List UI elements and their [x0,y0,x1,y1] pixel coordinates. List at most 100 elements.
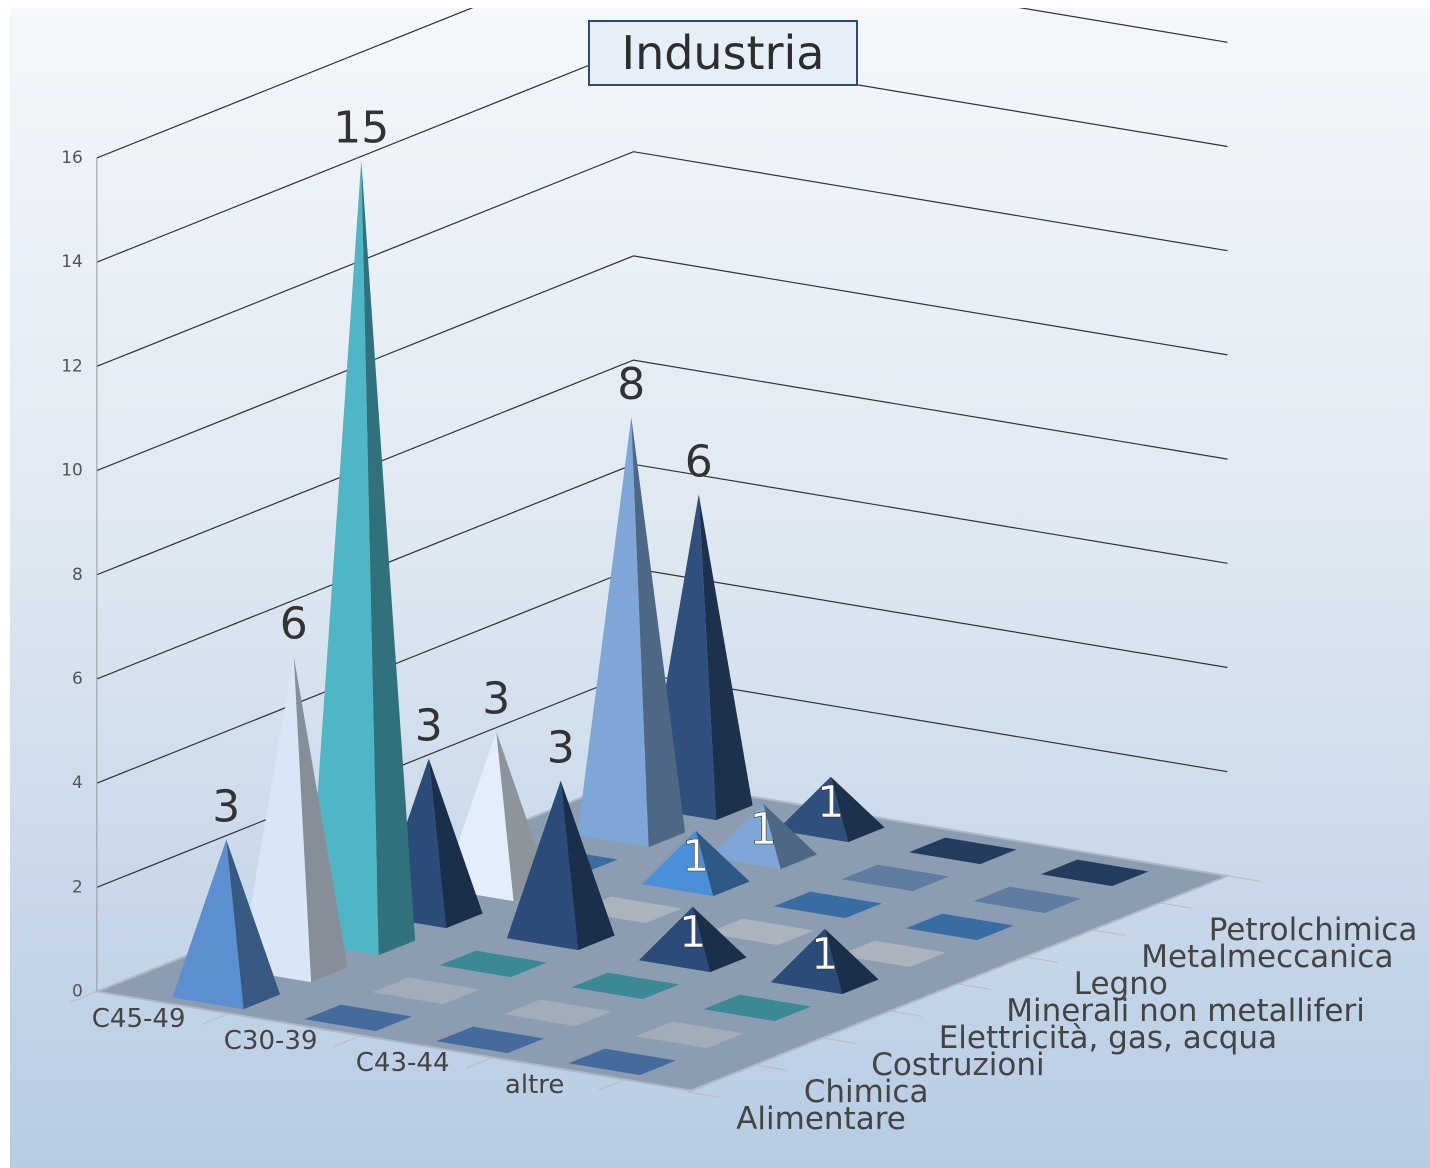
pyramid-front-face [776,776,849,843]
series-label-minerali-non-metalliferi: Minerali non metalliferi [1006,993,1365,1029]
ytick-8: 8 [72,565,83,585]
zero-tile-costruzioni-c43-44 [571,972,680,1000]
x-tick-mark [333,1035,362,1047]
bar-chimica-c45-49 [239,656,348,983]
z-tick-mark [687,1091,721,1098]
gridline-6 [96,463,1228,680]
gridline-8 [96,359,1228,576]
data-label-metalmeccanica-c30-39: 1 [749,804,777,855]
pyramid-side-face [824,928,879,995]
bar-elettricit-gas-acqua-altre [770,928,879,995]
xtick-c30-39: C30-39 [224,1026,318,1056]
axis-labels: 0246810121416C45-49C30-39C43-44altreAlim… [61,148,1417,1137]
pyramid-front-face [239,656,312,983]
bar-metalmeccanica-c45-49 [577,417,686,848]
ytick-4: 4 [72,773,83,793]
pyramid-front-face [770,928,843,995]
z-tick-mark [1092,929,1126,936]
zero-tile-metalmeccanica-altre [973,886,1082,914]
ytick-16: 16 [61,148,83,168]
bar-alimentare-c45-49 [172,839,281,1010]
pyramid-front-face [638,906,711,973]
z-tick-mark [1159,902,1194,909]
pyramid-side-face [830,776,885,843]
ytick-12: 12 [61,356,83,376]
data-label-elettricit-gas-acqua-c30-39: 3 [547,723,575,774]
x-tick-mark [69,991,98,1003]
pyramid-side-face [698,494,753,821]
bar-costruzioni-c45-49 [307,160,416,956]
bar-petrolchimica-c30-39 [776,776,885,843]
data-label-chimica-c45-49: 6 [280,598,308,649]
pyramid-front-face [577,417,649,848]
zero-tile-metalmeccanica-c43-44 [841,864,950,892]
zero-tile-chimica-altre [635,1021,744,1049]
data-label-elettricit-gas-acqua-c45-49: 3 [415,701,443,752]
data-label-elettricit-gas-acqua-c43-44: 1 [679,907,707,958]
data-label-petrolchimica-c45-49: 6 [685,436,713,487]
series-label-chimica: Chimica [804,1074,929,1110]
data-label-elettricit-gas-acqua-altre: 1 [811,929,839,980]
zero-tile-costruzioni-altre [703,994,812,1022]
data-label-minerali-non-metalliferi-c45-49: 3 [482,674,510,725]
zero-tile-chimica-c43-44 [503,999,612,1027]
data-label-legno-c30-39: 1 [682,831,710,882]
pyramid-side-face [293,656,348,983]
gridline-16 [96,8,1228,159]
bar-legno-c30-39 [641,830,750,897]
zero-tile-minerali-non-metalliferi-c43-44 [706,918,815,946]
zero-tile-alimentare-c30-39 [304,1004,413,1032]
zero-tile-chimica-c30-39 [371,977,480,1005]
zero-tile-legno-c43-44 [773,891,882,919]
chart-area: 6 1 8 1 1 3 3 3 1 1 15 6 3 0 2 4 6 8 10 12 14 16 C45-49 C30-39… [10,8,1430,1168]
ytick-0: 0 [72,982,83,1002]
zero-tile-costruzioni-c30-39 [439,950,548,978]
ytick-10: 10 [61,461,83,481]
xtick-c43-44: C43-44 [356,1048,450,1078]
pyramid-bars [172,160,885,1010]
series-label-costruzioni: Costruzioni [871,1047,1044,1083]
series-label-alimentare: Alimentare [736,1101,906,1137]
bar-metalmeccanica-c30-39 [709,803,818,870]
gridline-12 [96,151,1228,367]
x-tick-mark [465,1057,494,1069]
pyramid-side-face [631,417,686,848]
series-label-elettricit-gas-acqua: Elettricità, gas, acqua [939,1020,1277,1056]
z-tick-mark [889,1010,924,1017]
pyramid-front-face [641,830,714,897]
z-tick-mark [822,1037,856,1044]
zero-tile-minerali-non-metalliferi-altre [838,940,947,968]
data-label-alimentare-c45-49: 3 [212,782,240,833]
ytick-6: 6 [72,669,83,689]
pyramid-side-face [428,758,483,929]
series-label-petrolchimica: Petrolchimica [1209,912,1418,948]
pyramid-front-face [307,160,379,956]
pyramid-side-face [361,160,416,956]
pyramid-side-face [763,803,818,870]
zero-tile-petrolchimica-altre [1040,859,1149,887]
ytick-2: 2 [72,877,83,897]
pyramid-front-face [709,803,781,870]
series-label-metalmeccanica: Metalmeccanica [1141,939,1393,975]
pyramid-side-face [692,906,747,973]
pyramid-side-face [695,830,750,897]
bar-elettricit-gas-acqua-c43-44 [638,906,747,973]
chart-title: Industria [588,20,858,86]
pyramid-side-face [560,780,615,951]
series-label-legno: Legno [1074,966,1168,1002]
pyramid-side-face [226,839,281,1010]
pyramid-front-face [172,839,244,1010]
z-tick-mark [1024,956,1059,963]
z-tick-mark [957,983,991,990]
x-tick-mark [597,1079,626,1091]
zero-tile-legno-altre [905,913,1014,941]
xtick-c45-49: C45-49 [92,1004,186,1034]
x-tick-mark [201,1013,230,1025]
zero-tile-alimentare-c43-44 [436,1026,545,1054]
z-tick-mark [1227,875,1261,882]
zero-tile-petrolchimica-c43-44 [908,837,1017,865]
z-tick-mark [754,1064,789,1071]
ytick-14: 14 [61,252,83,272]
